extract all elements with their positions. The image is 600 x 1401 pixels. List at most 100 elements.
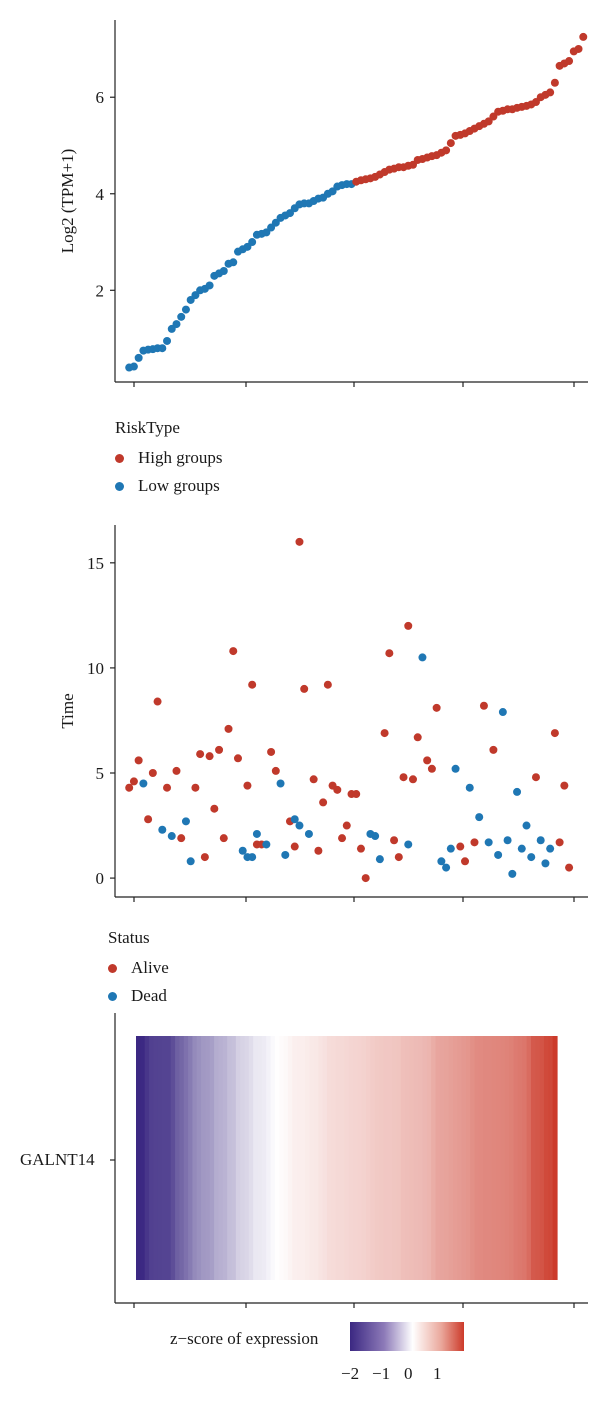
data-point [555, 838, 564, 847]
heatmap-cell [470, 1036, 476, 1280]
legend-label-high: High groups [138, 448, 223, 467]
heatmap-cell [379, 1036, 384, 1280]
heatmap-cell [526, 1036, 532, 1280]
data-point [248, 853, 257, 862]
data-point [229, 647, 238, 656]
data-point [475, 813, 484, 822]
survival-scatter-panel: 0 5 10 15 Time [58, 525, 588, 902]
data-point [134, 756, 143, 765]
heatmap-cell [496, 1036, 502, 1280]
heatmap-cell [201, 1036, 207, 1280]
heatmap-cell [162, 1036, 167, 1280]
data-point [390, 836, 399, 845]
data-point [300, 684, 309, 693]
colorbar-tick: 1 [433, 1364, 442, 1383]
data-point [418, 653, 427, 662]
data-point [144, 815, 153, 824]
dead-dot [108, 991, 117, 1001]
data-point [479, 701, 488, 710]
heatmap-cell [305, 1036, 311, 1280]
heatmap-cell [261, 1036, 267, 1280]
data-point [579, 32, 588, 41]
data-point [304, 829, 313, 838]
high-groups-dot [115, 453, 124, 463]
heatmap-cell [539, 1036, 545, 1280]
data-point [177, 834, 186, 843]
heatmap-cell [396, 1036, 402, 1280]
data-point [352, 790, 361, 799]
data-point [200, 853, 209, 862]
data-point [380, 729, 389, 738]
heatmap-cell [266, 1036, 272, 1280]
heatmap-cell [296, 1036, 302, 1280]
data-point [565, 863, 574, 872]
data-point [498, 708, 507, 717]
y-tick-label: 6 [96, 88, 105, 107]
heatmap-cell [322, 1036, 328, 1280]
data-point [451, 764, 460, 773]
legend-label-dead: Dead [131, 986, 167, 1005]
data-point [560, 781, 569, 790]
data-point [248, 238, 257, 247]
data-point [517, 844, 526, 853]
data-point [215, 745, 224, 754]
data-point [522, 821, 531, 830]
data-point [541, 859, 550, 868]
heatmap-panel [110, 1013, 588, 1308]
heatmap-cell [500, 1036, 506, 1280]
data-point [262, 840, 271, 849]
heatmap-cell [257, 1036, 263, 1280]
heatmap-cell [392, 1036, 398, 1280]
y-axis-label: Log2 (TPM+1) [58, 149, 77, 254]
data-point [508, 869, 517, 878]
data-point [129, 362, 138, 371]
data-point [371, 832, 380, 841]
heatmap-cell [209, 1036, 215, 1280]
heatmap-cell [214, 1036, 220, 1280]
data-point [408, 775, 417, 784]
y-tick-label: 15 [87, 554, 104, 573]
data-point [461, 857, 470, 866]
heatmap-cell [326, 1036, 332, 1280]
heatmap-cell [344, 1036, 350, 1280]
data-point [125, 783, 134, 792]
heatmap-cell [418, 1036, 424, 1280]
data-point [219, 266, 228, 275]
heatmap-cell [522, 1036, 528, 1280]
data-point [267, 747, 276, 756]
heatmap-cell [383, 1036, 389, 1280]
data-point [252, 829, 261, 838]
data-point [356, 844, 365, 853]
data-point [550, 78, 559, 87]
heatmap-cell [543, 1036, 549, 1280]
heatmap-cell [175, 1036, 181, 1280]
heatmap-cell [535, 1036, 541, 1280]
heatmap-cell [509, 1036, 515, 1280]
heatmap-cell [300, 1036, 306, 1280]
data-point [172, 320, 181, 329]
data-point [437, 857, 446, 866]
data-point [163, 783, 172, 792]
status-legend: Status Alive Dead [108, 928, 169, 1010]
data-point [158, 344, 167, 353]
risktype-legend-title: RiskType [115, 418, 180, 437]
data-point [153, 697, 162, 706]
data-point [446, 139, 455, 148]
data-point [323, 680, 332, 689]
status-legend-title: Status [108, 928, 150, 947]
data-point [205, 752, 214, 761]
heatmap-cell [153, 1036, 159, 1280]
heatmap-cell [179, 1036, 185, 1280]
data-point [470, 838, 479, 847]
legend-item-low: Low groups [115, 472, 223, 500]
data-point [456, 842, 465, 851]
heatmap-cell [240, 1036, 246, 1280]
heatmap-cell [409, 1036, 415, 1280]
heatmap-cell [530, 1036, 536, 1280]
data-point [513, 787, 522, 796]
heatmap-cell [366, 1036, 371, 1280]
data-point [309, 775, 318, 784]
heatmap-cell [283, 1036, 289, 1280]
heatmap-cell [253, 1036, 259, 1280]
data-point [432, 703, 441, 712]
